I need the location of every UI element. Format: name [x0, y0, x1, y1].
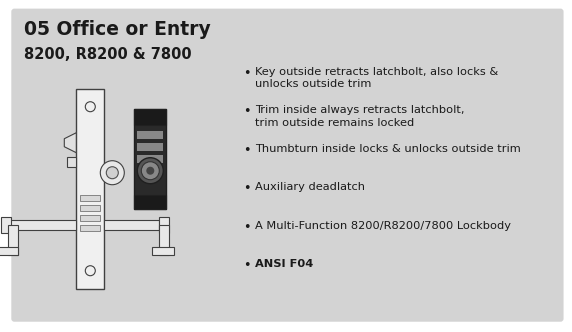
Text: A Multi-Function 8200/R8200/7800 Lockbody: A Multi-Function 8200/R8200/7800 Lockbod…: [255, 221, 511, 231]
Bar: [80, 205, 100, 211]
Circle shape: [106, 167, 118, 179]
Bar: [104, 220, 159, 230]
Text: •: •: [243, 144, 250, 157]
Bar: [67, 157, 76, 167]
Circle shape: [141, 162, 159, 180]
Text: •: •: [243, 221, 250, 234]
Bar: [152, 247, 174, 255]
Text: Auxiliary deadlatch: Auxiliary deadlatch: [255, 182, 365, 192]
Text: •: •: [243, 259, 250, 272]
Bar: [137, 131, 163, 139]
Polygon shape: [64, 133, 76, 153]
Bar: [76, 89, 104, 289]
Bar: [80, 215, 100, 221]
Bar: [159, 225, 169, 255]
Text: Thumbturn inside locks & unlocks outside trim: Thumbturn inside locks & unlocks outside…: [255, 144, 521, 154]
Text: •: •: [243, 105, 250, 118]
Bar: [159, 217, 169, 233]
Bar: [9, 225, 18, 255]
Bar: [134, 109, 166, 209]
Text: Trim inside always retracts latchbolt,
trim outside remains locked: Trim inside always retracts latchbolt, t…: [255, 105, 464, 128]
Circle shape: [146, 167, 154, 175]
Bar: [80, 225, 100, 231]
Circle shape: [100, 161, 124, 185]
Bar: [134, 109, 166, 125]
Text: Key outside retracts latchbolt, also locks &
unlocks outside trim: Key outside retracts latchbolt, also loc…: [255, 67, 498, 89]
Circle shape: [85, 102, 96, 112]
Text: 8200, R8200 & 7800: 8200, R8200 & 7800: [24, 46, 192, 62]
FancyBboxPatch shape: [11, 9, 563, 322]
Circle shape: [137, 158, 163, 184]
Text: •: •: [243, 67, 250, 80]
Bar: [134, 195, 166, 209]
Bar: [137, 143, 163, 151]
Text: ANSI F04: ANSI F04: [255, 259, 313, 269]
Bar: [0, 247, 18, 255]
Text: •: •: [243, 182, 250, 195]
Bar: [80, 195, 100, 201]
Bar: [9, 220, 76, 230]
Bar: [137, 155, 163, 163]
Bar: [1, 217, 11, 233]
Text: 05 Office or Entry: 05 Office or Entry: [24, 20, 211, 39]
Circle shape: [85, 266, 96, 276]
